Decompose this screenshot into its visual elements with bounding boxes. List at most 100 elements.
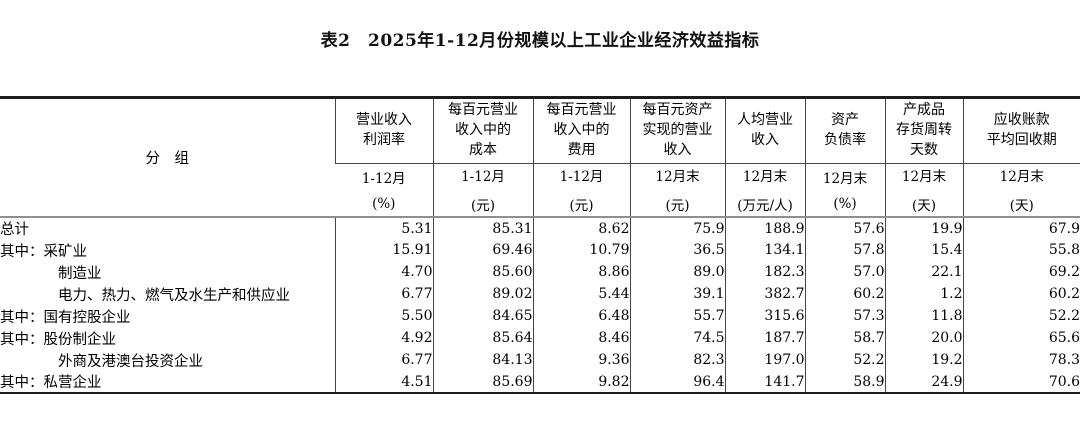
table-row-state-holding: 其中：国有控股企业 5.50 84.65 6.48 55.7 315.6 57.… — [0, 305, 1080, 327]
cell-value: 19.9 — [884, 217, 963, 239]
cell-value: 69.46 — [432, 239, 533, 261]
period-unit-cell: 1-12月 (元) — [532, 163, 630, 217]
unit-label: (元) — [569, 198, 594, 215]
cell-value: 4.70 — [334, 261, 433, 283]
cell-value: 96.4 — [629, 371, 725, 393]
cell-value: 69.2 — [962, 261, 1080, 283]
period-label: 12月末 — [742, 169, 788, 186]
period-label: 12月末 — [901, 169, 947, 186]
unit-label: (天) — [911, 198, 937, 215]
unit-label: (元) — [665, 198, 690, 215]
period-unit-cell: 12月末 (万元/人) — [724, 163, 805, 217]
cell-value: 9.82 — [532, 371, 630, 393]
row-label: 其中：采矿业 — [0, 243, 87, 260]
table-title: 表2 2025年1-12月份规模以上工业企业经济效益指标 — [320, 31, 760, 51]
header-row-periods-units: 1-12月 (%) 1-12月 (元) 1-12月 (元) 12月末 (元) 12月末 (… — [0, 163, 1080, 217]
cell-value: 58.7 — [804, 327, 885, 349]
cell-value: 58.9 — [804, 371, 885, 393]
unit-label: (万元/人) — [737, 198, 793, 215]
cell-value: 89.02 — [432, 283, 533, 305]
cell-value: 60.2 — [804, 283, 885, 305]
col-header-revenue-per-100-yuan-assets: 每百元资产 实现的营业 收入 — [629, 99, 725, 164]
row-label: 其中：股份制企业 — [0, 331, 116, 348]
period-unit-cell: 12月末 (天) — [884, 163, 963, 217]
period-unit-cell: 1-12月 (%) — [335, 163, 433, 217]
cell-value: 20.0 — [884, 327, 963, 349]
cell-value: 8.86 — [532, 261, 630, 283]
cell-value: 39.1 — [629, 283, 725, 305]
cell-value: 5.44 — [532, 283, 630, 305]
cell-value: 52.2 — [962, 305, 1080, 327]
cell-value: 15.4 — [884, 239, 963, 261]
col-header-finished-goods-turnover-days: 产成品 存货周转 天数 — [884, 99, 963, 164]
row-label: 其中：私营企业 — [0, 375, 102, 391]
cell-value: 4.51 — [334, 371, 433, 393]
col-header-receivables-collection-period: 应收账款 平均回收期 — [962, 99, 1080, 164]
cell-value: 8.62 — [532, 217, 630, 239]
table-row-manufacturing: 制造业 4.70 85.60 8.86 89.0 182.3 57.0 22.1… — [0, 261, 1080, 283]
cell-value: 5.31 — [334, 217, 433, 239]
cell-value: 57.3 — [804, 305, 885, 327]
row-label: 电力、热力、燃气及水生产和供应业 — [58, 287, 290, 304]
cell-value: 67.9 — [962, 217, 1080, 239]
cell-value: 19.2 — [884, 349, 963, 371]
table-row-utilities: 电力、热力、燃气及水生产和供应业 6.77 89.02 5.44 39.1 38… — [0, 283, 1080, 305]
cell-value: 187.7 — [724, 327, 805, 349]
cell-value: 78.3 — [962, 349, 1080, 371]
cell-value: 8.46 — [532, 327, 630, 349]
period-label: 12月末 — [822, 171, 868, 188]
cell-value: 60.2 — [962, 283, 1080, 305]
cell-value: 134.1 — [724, 239, 805, 261]
cell-value: 11.8 — [884, 305, 963, 327]
unit-label: (%) — [833, 196, 857, 213]
col-header-asset-liability-ratio: 资产 负债率 — [804, 99, 885, 164]
cell-value: 57.6 — [804, 217, 885, 239]
cell-value: 6.48 — [532, 305, 630, 327]
period-unit-cell: 12月末 (%) — [804, 163, 885, 217]
cell-value: 4.92 — [334, 327, 433, 349]
row-label: 外商及港澳台投资企业 — [58, 353, 203, 370]
cell-value: 188.9 — [724, 217, 805, 239]
row-label: 总计 — [0, 222, 29, 238]
period-label: 1-12月 — [461, 169, 505, 186]
cell-value: 9.36 — [532, 349, 630, 371]
cell-value: 75.9 — [629, 217, 725, 239]
table-row-mining: 其中：采矿业 15.91 69.46 10.79 36.5 134.1 57.8… — [0, 239, 1080, 261]
table-top-border — [0, 96, 1080, 99]
cell-value: 85.69 — [432, 371, 533, 393]
table-row-private: 其中：私营企业 4.51 85.69 9.82 96.4 141.7 58.9 … — [0, 371, 1080, 393]
table-row-total: 总计 5.31 85.31 8.62 75.9 188.9 57.6 19.9 … — [0, 217, 1080, 239]
header-row-titles: 分 组 营业收入 利润率 每百元营业 收入中的 成本 每百元营业 收入中的 费用… — [0, 99, 1080, 167]
cell-value: 5.50 — [334, 305, 433, 327]
cell-value: 84.65 — [432, 305, 533, 327]
cell-value: 85.64 — [432, 327, 533, 349]
group-column-header: 分 组 — [145, 151, 190, 167]
col-header-revenue-per-capita: 人均营业 收入 — [724, 99, 805, 164]
cell-value: 65.6 — [962, 327, 1080, 349]
cell-value: 36.5 — [629, 239, 725, 261]
cell-value: 382.7 — [724, 283, 805, 305]
unit-label: (天) — [1009, 198, 1034, 215]
cell-value: 24.9 — [884, 371, 963, 393]
col-header-cost-per-100-yuan-revenue: 每百元营业 收入中的 成本 — [432, 99, 533, 164]
cell-value: 89.0 — [629, 261, 725, 283]
period-label: 1-12月 — [559, 169, 604, 186]
cell-value: 85.60 — [432, 261, 533, 283]
cell-value: 315.6 — [724, 305, 805, 327]
cell-value: 57.8 — [804, 239, 885, 261]
cell-value: 82.3 — [629, 349, 725, 371]
cell-value: 182.3 — [724, 261, 805, 283]
period-unit-cell: 12月末 (天) — [962, 163, 1080, 217]
row-label: 制造业 — [58, 265, 102, 282]
cell-value: 74.5 — [629, 327, 725, 349]
cell-value: 57.0 — [804, 261, 885, 283]
indicators-table: 分 组 营业收入 利润率 每百元营业 收入中的 成本 每百元营业 收入中的 费用… — [0, 99, 1080, 394]
period-label: 12月末 — [655, 169, 700, 186]
cell-value: 52.2 — [804, 349, 885, 371]
cell-value: 10.79 — [532, 239, 630, 261]
col-header-operating-revenue-profit-rate: 营业收入 利润率 — [334, 99, 433, 164]
period-unit-cell: 1-12月 (元) — [432, 163, 533, 217]
cell-value: 85.31 — [432, 217, 533, 239]
unit-label: (元) — [470, 198, 496, 215]
period-unit-cell: 12月末 (元) — [629, 163, 725, 217]
